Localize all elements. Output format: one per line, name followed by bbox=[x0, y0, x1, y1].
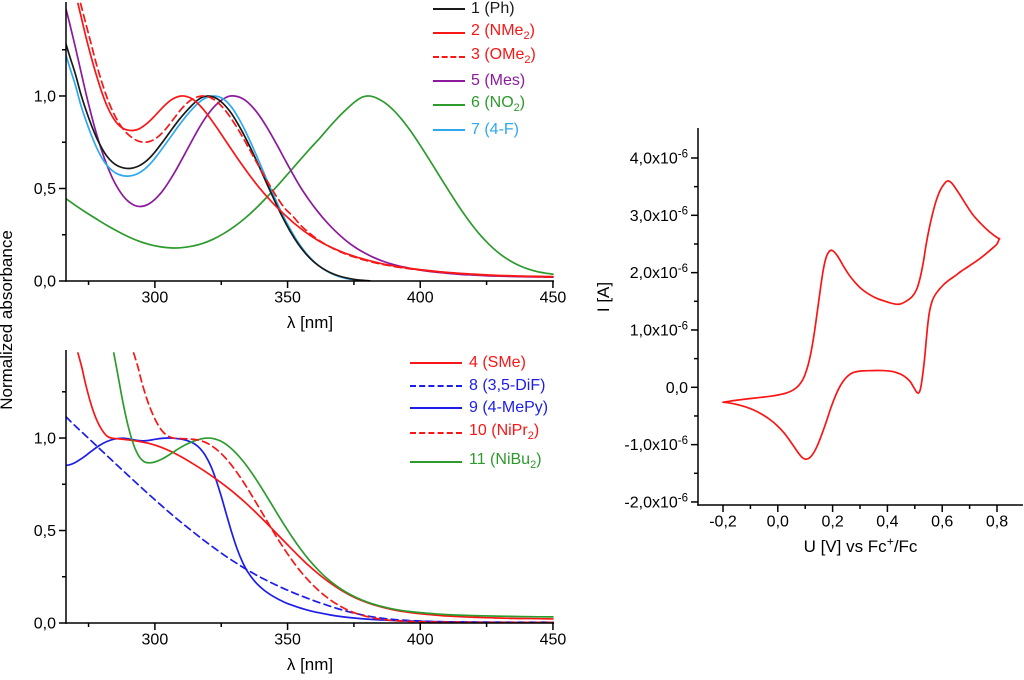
series-8-3-5-dif bbox=[66, 415, 554, 624]
legend-item-6-no-2: 6 (NO2) bbox=[433, 93, 525, 117]
x-tick-label: 400 bbox=[407, 290, 434, 307]
y-tick-label: 1,0 bbox=[34, 88, 56, 105]
legend-item-4-sme: 4 (SMe) bbox=[410, 351, 526, 375]
series-3-ome2 bbox=[79, 2, 554, 278]
y-tick-label: -2,0x10-6 bbox=[624, 492, 688, 511]
legend-item-10-nipr-2: 10 (NiPr2) bbox=[410, 421, 539, 445]
legend-line-sample bbox=[410, 461, 462, 463]
x-tick-label: 0,8 bbox=[986, 514, 1008, 531]
legend-line-sample bbox=[433, 80, 465, 82]
y-tick-label: 1,0x10-6 bbox=[630, 320, 688, 339]
y-tick-label: 0,5 bbox=[34, 523, 56, 540]
legend-item-label: 11 (NiBu2) bbox=[469, 451, 542, 472]
legend-item-label: 5 (Mes) bbox=[471, 72, 526, 89]
legend-item-11-nibu-2: 11 (NiBu2) bbox=[410, 450, 542, 474]
legend-item-label: 3 (OMe2) bbox=[471, 46, 536, 67]
legend-line-sample bbox=[433, 56, 465, 58]
y-tick-label: 4,0x10-6 bbox=[630, 148, 688, 167]
legend-item-1-ph: 1 (Ph) bbox=[433, 0, 515, 21]
legend-item-3-ome-2: 3 (OMe2) bbox=[433, 45, 536, 69]
x-tick-label: 450 bbox=[540, 632, 567, 649]
plot-area bbox=[66, 352, 554, 624]
y-axis-label: I [A] bbox=[594, 282, 613, 312]
x-axis-label: λ [nm] bbox=[287, 313, 333, 332]
legend-item-label: 4 (SMe) bbox=[469, 354, 526, 371]
legend-item-8-3-5-dif: 8 (3,5-DiF) bbox=[410, 374, 545, 398]
series-9-4-mepy bbox=[66, 437, 554, 624]
x-tick-label: -0,2 bbox=[709, 514, 737, 531]
plot-area bbox=[66, 2, 554, 282]
legend-line-sample bbox=[410, 407, 462, 409]
x-tick-label: 350 bbox=[274, 632, 301, 649]
legend-item-7-4-f: 7 (4-F) bbox=[433, 118, 519, 142]
legend-line-sample bbox=[410, 385, 462, 387]
legend-line-sample bbox=[433, 32, 465, 34]
legend-item-label: 10 (NiPr2) bbox=[469, 422, 540, 443]
series-cv-trace bbox=[722, 180, 1001, 461]
x-tick-label: 300 bbox=[142, 632, 169, 649]
legend-item-label: 9 (4-MePy) bbox=[469, 399, 549, 416]
legend-line-sample bbox=[410, 362, 462, 364]
legend-item-label: 7 (4-F) bbox=[471, 121, 519, 138]
series-11-nibu2 bbox=[112, 352, 554, 618]
x-tick-label: 0,4 bbox=[876, 514, 898, 531]
y-tick-label: 2,0x10-6 bbox=[630, 263, 688, 282]
y-tick-label: 0,0 bbox=[666, 380, 688, 397]
x-tick-label: 350 bbox=[274, 290, 301, 307]
chart-uv-vis-b: 300 350 400 450 0,0 0,5 1,0 λ [nm] bbox=[34, 350, 567, 674]
legend-line-sample bbox=[433, 8, 465, 10]
y-tick-label: 1,0 bbox=[34, 431, 56, 448]
legend-item-label: 6 (NO2) bbox=[471, 94, 526, 115]
series-6-no2 bbox=[66, 95, 554, 275]
shared-y-axis-label: Normalized absorbance bbox=[0, 230, 16, 410]
legend-item-label: 1 (Ph) bbox=[471, 0, 515, 17]
legend-item-label: 2 (NMe2) bbox=[471, 22, 535, 43]
chart-cyclic-voltammogram: -0,2 0,0 0,2 0,4 0,6 0,8 4,0x10-6 3,0x10-6 2,0x1… bbox=[594, 128, 1023, 556]
legend-line-sample bbox=[410, 432, 462, 434]
y-tick-label: 0,5 bbox=[34, 181, 56, 198]
legend-line-sample bbox=[433, 129, 465, 131]
y-tick-label: -1,0x10-6 bbox=[624, 435, 688, 454]
chart-uv-vis-a: 300 350 400 450 0,0 0,5 1,0 λ [nm] bbox=[34, 2, 567, 332]
x-tick-label: 0,6 bbox=[931, 514, 953, 531]
legend-item-label: 8 (3,5-DiF) bbox=[469, 377, 546, 394]
x-axis-label: λ [nm] bbox=[287, 655, 333, 674]
x-tick-label: 0,0 bbox=[767, 514, 789, 531]
legend-item-5-mes: 5 (Mes) bbox=[433, 69, 525, 93]
series-4-sme bbox=[77, 352, 554, 620]
series-10-nipr2 bbox=[132, 352, 554, 624]
y-tick-label: 0,0 bbox=[34, 616, 56, 633]
y-tick-label: 0,0 bbox=[34, 274, 56, 291]
series-1-ph bbox=[66, 43, 371, 282]
legend-item-2-nme-2: 2 (NMe2) bbox=[433, 21, 535, 45]
legend-line-sample bbox=[433, 104, 465, 106]
plot-area bbox=[722, 180, 1001, 461]
legend-item-9-4-mepy: 9 (4-MePy) bbox=[410, 396, 548, 420]
series-7-4-f bbox=[66, 54, 361, 282]
x-axis-label: U [V] vs Fc+/Fc bbox=[804, 535, 918, 557]
x-tick-label: 0,2 bbox=[821, 514, 843, 531]
x-tick-label: 300 bbox=[142, 290, 169, 307]
x-tick-label: 400 bbox=[407, 632, 434, 649]
x-tick-label: 450 bbox=[540, 290, 567, 307]
y-tick-label: 3,0x10-6 bbox=[630, 206, 688, 225]
